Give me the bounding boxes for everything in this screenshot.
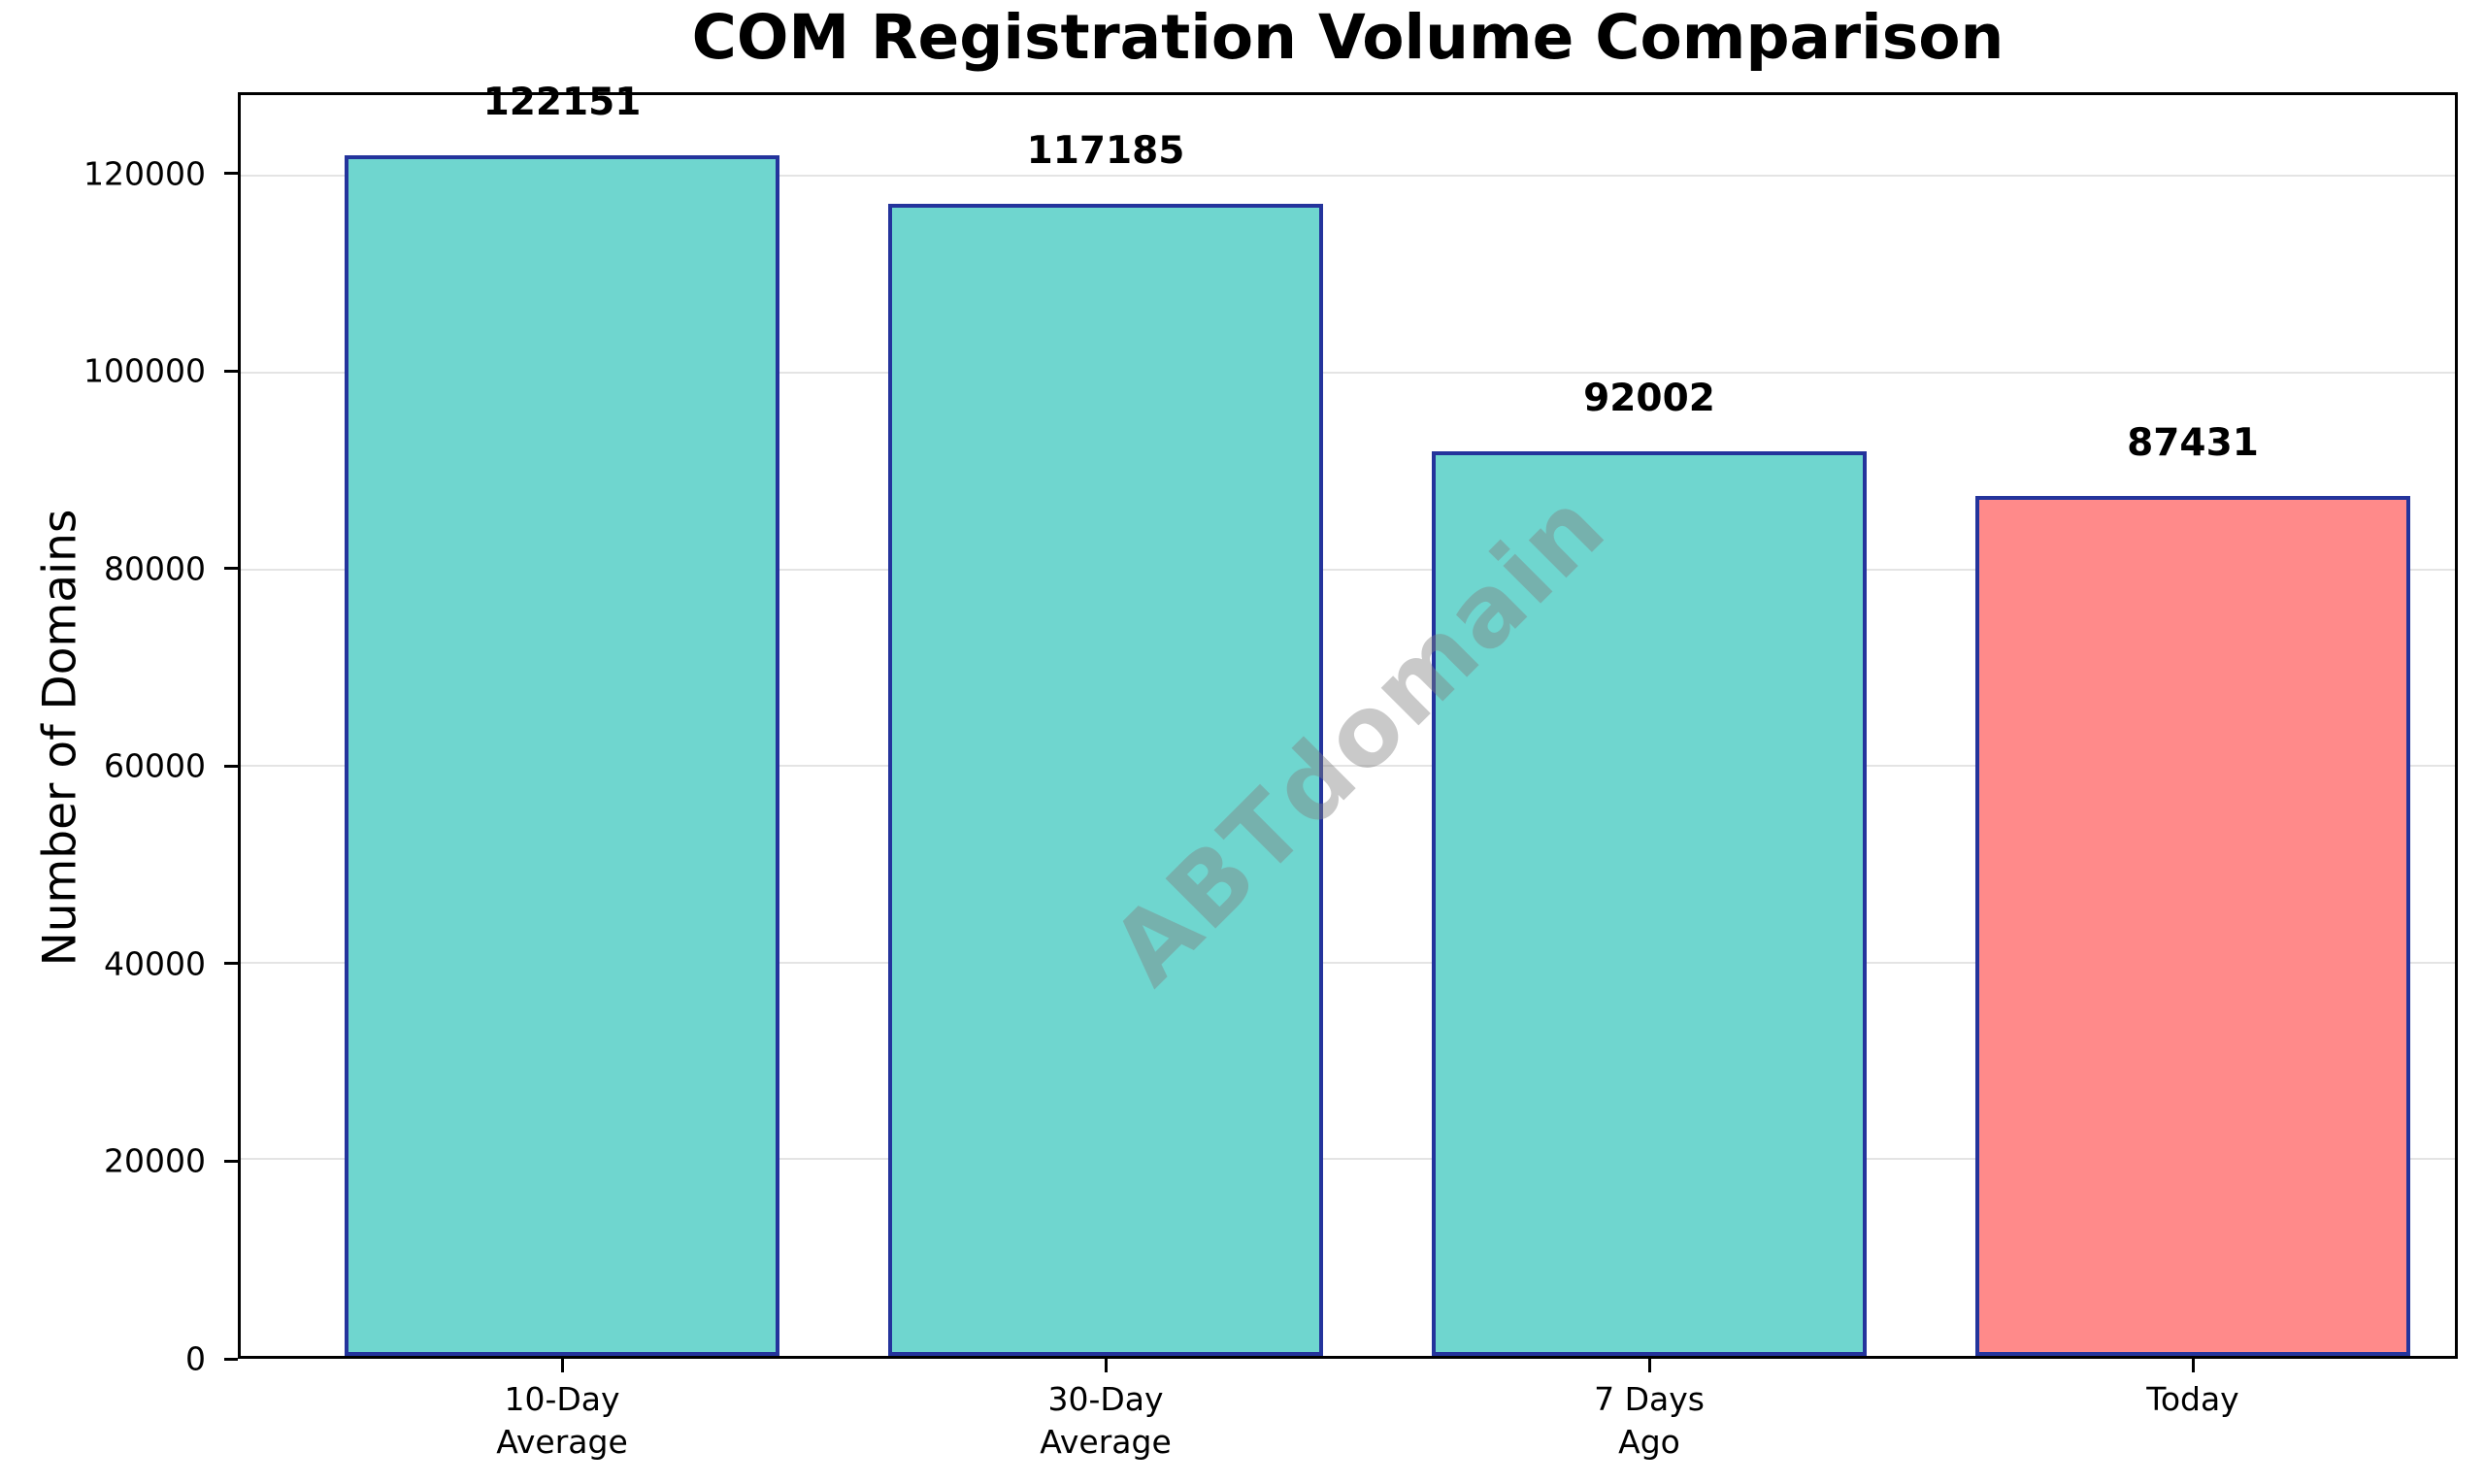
bar-value-label-1: 122151 bbox=[482, 80, 642, 124]
x-tick-label-line: 10-Day bbox=[504, 1380, 620, 1418]
chart-title: COM Registration Volume Comparison bbox=[691, 2, 2005, 73]
y-tick-label-60000: 60000 bbox=[104, 746, 206, 785]
x-tick-label-line: Average bbox=[1040, 1422, 1172, 1461]
bar-2 bbox=[888, 203, 1323, 1356]
y-tick-60000 bbox=[224, 764, 238, 768]
y-tick-label-20000: 20000 bbox=[104, 1141, 206, 1180]
x-tick-4 bbox=[2191, 1359, 2195, 1372]
gridline-20000 bbox=[241, 1158, 2455, 1161]
y-tick-100000 bbox=[224, 369, 238, 373]
gridline-120000 bbox=[241, 175, 2455, 178]
plot-area: 122151 117185 92002 87431 ABTdomain bbox=[238, 81, 2458, 1359]
gridline-100000 bbox=[241, 371, 2455, 374]
bars-layer: 122151 117185 92002 87431 bbox=[241, 81, 2455, 1356]
y-tick-80000 bbox=[224, 567, 238, 571]
bar-4 bbox=[1975, 496, 2410, 1356]
y-tick-120000 bbox=[224, 172, 238, 176]
y-tick-label-40000: 40000 bbox=[104, 944, 206, 983]
y-tick-label-100000: 100000 bbox=[83, 351, 206, 390]
gridlines-layer bbox=[241, 95, 2455, 1356]
x-tick-label-line: Average bbox=[496, 1422, 628, 1461]
x-tick-label-4: Today bbox=[2146, 1378, 2238, 1421]
x-tick-label-1: 10-Day Average bbox=[496, 1378, 628, 1463]
y-tick-label-0: 0 bbox=[185, 1339, 206, 1378]
x-tick-3 bbox=[1647, 1359, 1651, 1372]
x-tick-label-line: 7 Days bbox=[1594, 1380, 1705, 1418]
bar-1 bbox=[345, 154, 779, 1356]
x-tick-label-2: 30-Day Average bbox=[1040, 1378, 1172, 1463]
x-tick-label-line: Ago bbox=[1618, 1422, 1680, 1461]
y-tick-40000 bbox=[224, 962, 238, 966]
gridline-80000 bbox=[241, 568, 2455, 571]
x-tick-label-line: 30-Day bbox=[1047, 1380, 1164, 1418]
y-tick-label-120000: 120000 bbox=[83, 154, 206, 193]
y-tick-20000 bbox=[224, 1159, 238, 1163]
gridline-60000 bbox=[241, 765, 2455, 768]
gridline-40000 bbox=[241, 961, 2455, 964]
y-tick-label-80000: 80000 bbox=[104, 549, 206, 588]
x-tick-1 bbox=[560, 1359, 564, 1372]
x-tick-label-line: Today bbox=[2146, 1380, 2239, 1418]
bar-value-label-3: 92002 bbox=[1583, 376, 1715, 420]
x-tick-label-3: 7 Days Ago bbox=[1594, 1378, 1705, 1463]
x-tick-2 bbox=[1104, 1359, 1108, 1372]
bar-3 bbox=[1432, 450, 1867, 1356]
bar-value-label-2: 117185 bbox=[1026, 128, 1185, 173]
bar-value-label-4: 87431 bbox=[2127, 421, 2259, 466]
y-tick-0 bbox=[224, 1357, 238, 1361]
